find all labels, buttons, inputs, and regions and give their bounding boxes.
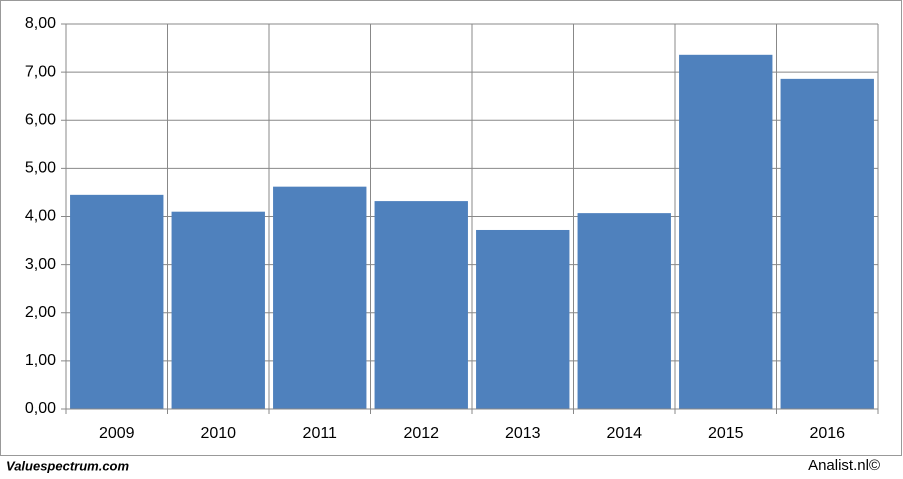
x-tick-label: 2012 xyxy=(403,425,439,442)
bar xyxy=(70,194,164,409)
y-tick-label: 2,00 xyxy=(25,304,56,321)
bar xyxy=(171,211,265,409)
x-tick-label: 2014 xyxy=(606,425,642,442)
bar xyxy=(476,229,570,409)
credit: Analist.nl© xyxy=(808,457,880,474)
bar xyxy=(679,54,773,410)
y-tick-label: 7,00 xyxy=(25,63,56,80)
x-tick-label: 2016 xyxy=(809,425,845,442)
x-tick-label: 2015 xyxy=(708,425,744,442)
x-tick-label: 2013 xyxy=(505,425,541,442)
bar xyxy=(374,201,468,409)
y-tick-label: 8,00 xyxy=(25,15,56,32)
y-tick-label: 4,00 xyxy=(25,208,56,225)
y-tick-label: 1,00 xyxy=(25,352,56,369)
bar xyxy=(577,213,671,409)
bar xyxy=(780,78,874,410)
bar xyxy=(273,186,367,409)
x-tick-label: 2009 xyxy=(99,425,135,442)
x-tick-label: 2011 xyxy=(303,425,338,442)
y-tick-label: 6,00 xyxy=(25,111,56,128)
y-tick-label: 5,00 xyxy=(25,160,56,177)
source: Valuespectrum.com xyxy=(6,458,130,473)
y-tick-label: 3,00 xyxy=(25,256,56,273)
y-tick-label: 0,00 xyxy=(25,400,56,417)
x-tick-label: 2010 xyxy=(200,425,236,442)
